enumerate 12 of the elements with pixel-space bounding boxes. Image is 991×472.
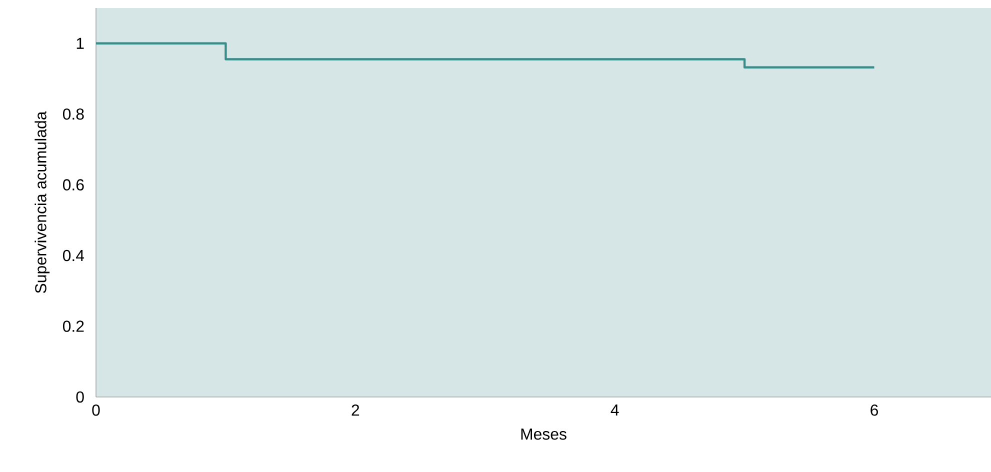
y-tick-label: 0.6 [62, 179, 84, 190]
x-axis-title: Meses [521, 428, 566, 440]
x-tick-label: 2 [352, 404, 360, 416]
y-axis-title: Supervivencia acumulada [34, 111, 50, 294]
y-tick-label: 0.2 [62, 320, 84, 332]
x-tick-label: 0 [92, 404, 100, 416]
y-tick-label: 0.8 [62, 108, 84, 120]
x-tick-label: 4 [610, 404, 619, 416]
y-tick-label: 0 [76, 391, 84, 403]
y-tick-label: 1 [76, 38, 84, 49]
x-tick-label: 6 [870, 404, 878, 416]
y-tick-label: 0.4 [62, 250, 84, 262]
